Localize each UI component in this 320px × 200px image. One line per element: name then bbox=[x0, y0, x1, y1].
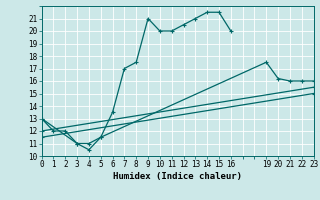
X-axis label: Humidex (Indice chaleur): Humidex (Indice chaleur) bbox=[113, 172, 242, 181]
